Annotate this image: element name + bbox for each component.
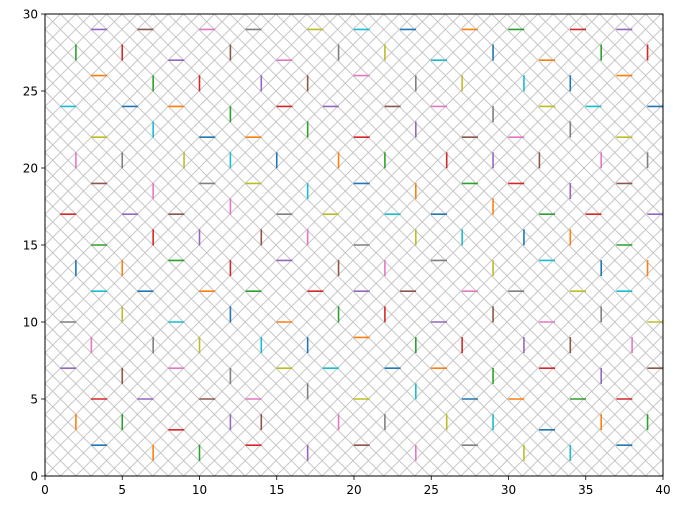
x-tick-label: 15	[269, 483, 284, 497]
y-tick-label: 25	[23, 85, 38, 99]
y-tick-label: 10	[23, 316, 38, 330]
x-tick-label: 5	[118, 483, 126, 497]
y-axis: 0 5 10 15 20 25 30	[23, 8, 45, 484]
x-tick-label: 10	[192, 483, 207, 497]
x-tick-label: 35	[578, 483, 593, 497]
y-tick-label: 0	[30, 470, 38, 484]
x-tick-label: 40	[655, 483, 670, 497]
x-tick-label: 0	[41, 483, 49, 497]
y-tick-label: 5	[30, 393, 38, 407]
x-tick-label: 20	[346, 483, 361, 497]
x-tick-label: 30	[501, 483, 516, 497]
y-tick-label: 20	[23, 162, 38, 176]
x-tick-label: 25	[424, 483, 439, 497]
y-tick-label: 15	[23, 239, 38, 253]
markers	[60, 28, 663, 461]
x-axis: 0 5 10 15 20 25 30 35 40	[41, 476, 671, 497]
y-tick-label: 30	[23, 8, 38, 22]
